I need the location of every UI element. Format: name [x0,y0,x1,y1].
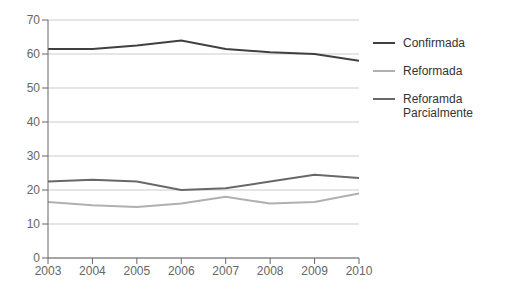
svg-text:2005: 2005 [124,264,151,278]
html-text:Confirmada: Confirmada [403,36,465,50]
svg-text:2004: 2004 [79,264,106,278]
svg-text:2006: 2006 [168,264,195,278]
svg-text:2007: 2007 [212,264,239,278]
svg-text:2010: 2010 [346,264,373,278]
svg-text:10: 10 [27,217,41,231]
html-text:Reforamda Parcialmente: Reforamda Parcialmente [403,92,473,120]
svg-text:2009: 2009 [301,264,328,278]
svg-text:2008: 2008 [257,264,284,278]
svg-text:20: 20 [27,183,41,197]
svg-text:30: 30 [27,149,41,163]
svg-text:40: 40 [27,115,41,129]
svg-text:50: 50 [27,81,41,95]
svg-text:60: 60 [27,47,41,61]
svg-text:70: 70 [27,13,41,27]
svg-text:0: 0 [33,251,40,265]
html-text:Reformada: Reformada [403,64,463,78]
svg-text:2003: 2003 [35,264,62,278]
